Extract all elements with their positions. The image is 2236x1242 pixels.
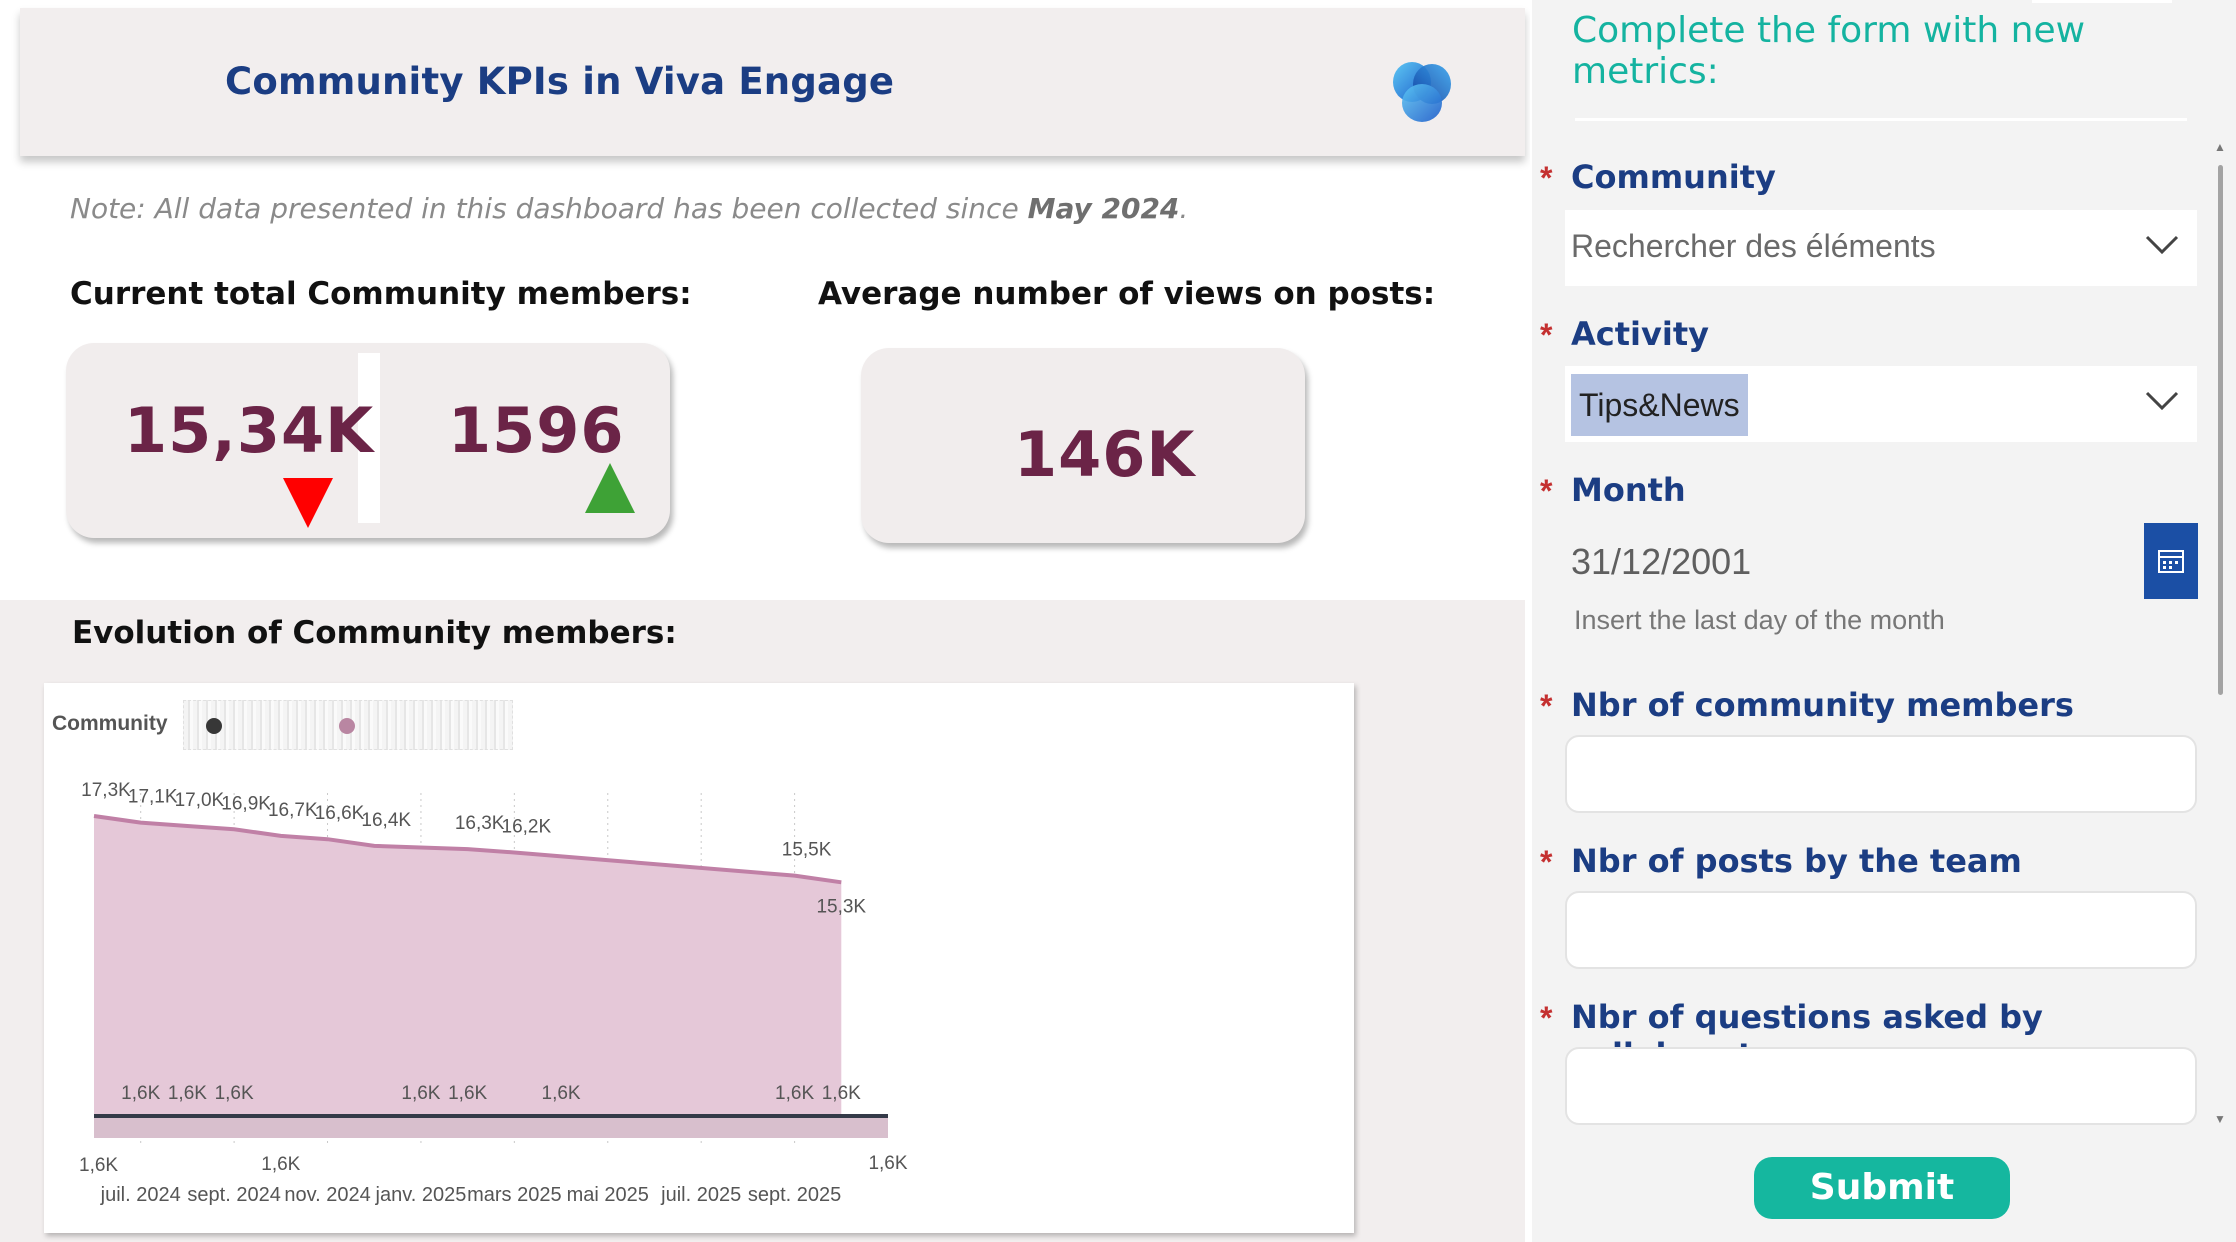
required-marker: * — [1540, 844, 1553, 880]
x-tick-label: nov. 2024 — [284, 1184, 370, 1206]
data-label: 15,3K — [816, 896, 866, 917]
members-new-value: 1596 — [448, 394, 625, 467]
panel-top-rule — [2032, 0, 2172, 3]
kpi-card-divider — [358, 353, 380, 523]
month-date-value[interactable]: 31/12/2001 — [1571, 541, 1752, 582]
data-label: 15,5K — [782, 840, 832, 861]
data-label: 1,6K — [121, 1083, 160, 1104]
members-area — [94, 816, 842, 1123]
month-hint: Insert the last day of the month — [1574, 605, 1945, 635]
data-label: 17,0K — [175, 790, 225, 811]
members-count-label: Nbr of community members — [1571, 686, 2074, 724]
evolution-heading: Evolution of Community members: — [72, 615, 677, 651]
data-label: 1,6K — [79, 1155, 118, 1176]
x-tick-label: sept. 2025 — [748, 1184, 841, 1206]
scroll-down-arrow[interactable]: ▼ — [2214, 1112, 2226, 1126]
data-label: 1,6K — [542, 1083, 581, 1104]
members-count-input[interactable] — [1565, 735, 2197, 813]
posts-count-input[interactable] — [1565, 891, 2197, 969]
views-kpi-card — [861, 348, 1305, 543]
questions-count-input[interactable] — [1565, 1047, 2197, 1125]
trend-down-icon — [283, 478, 333, 528]
community-dropdown[interactable]: Rechercher des éléments — [1565, 210, 2197, 286]
dashboard-header: Community KPIs in Viva Engage — [20, 8, 1525, 156]
activity-selected-chip[interactable]: Tips&News — [1571, 374, 1748, 436]
form-title-divider — [1575, 118, 2187, 121]
required-marker: * — [1540, 1000, 1553, 1036]
required-marker: * — [1540, 317, 1553, 353]
scroll-up-arrow[interactable]: ▲ — [2214, 140, 2226, 154]
scrollbar-thumb[interactable] — [2218, 165, 2223, 695]
data-label: 17,1K — [128, 787, 178, 808]
data-collection-note: Note: All data presented in this dashboa… — [70, 192, 1188, 225]
month-date-input[interactable]: 31/12/2001 — [1565, 523, 2145, 599]
data-label: 1,6K — [448, 1083, 487, 1104]
legend-dot-dark — [206, 718, 222, 734]
activity-label: Activity — [1571, 315, 1709, 353]
data-label: 1,6K — [168, 1083, 207, 1104]
required-marker: * — [1540, 160, 1553, 196]
chart-legend-title: Community — [52, 712, 168, 735]
chart-legend-redacted — [183, 700, 513, 750]
activity-dropdown[interactable]: Tips&News — [1565, 366, 2197, 442]
x-tick-label: janv. 2025 — [375, 1184, 467, 1206]
community-search-placeholder[interactable]: Rechercher des éléments — [1571, 228, 1936, 264]
views-kpi-heading: Average number of views on posts: — [818, 276, 1436, 312]
chevron-down-icon[interactable] — [2145, 390, 2179, 412]
month-label: Month — [1571, 471, 1686, 509]
x-tick-label: sept. 2024 — [187, 1184, 280, 1206]
data-label: 1,6K — [822, 1083, 861, 1104]
data-label: 16,7K — [268, 800, 318, 821]
note-date: May 2024 — [1027, 192, 1180, 225]
submit-button[interactable]: Submit — [1754, 1157, 2010, 1219]
x-tick-label: juil. 2024 — [100, 1184, 181, 1206]
community-label: Community — [1571, 158, 1776, 196]
data-label: 1,6K — [261, 1154, 300, 1175]
data-label: 1,6K — [401, 1083, 440, 1104]
data-label: 17,3K — [81, 780, 131, 801]
calendar-icon[interactable] — [2157, 548, 2185, 574]
viva-engage-logo-icon — [1393, 62, 1451, 122]
x-tick-label: mai 2025 — [567, 1184, 649, 1206]
data-label: 1,6K — [215, 1083, 254, 1104]
data-label: 1,6K — [775, 1083, 814, 1104]
required-marker: * — [1540, 688, 1553, 724]
x-tick-label: mars 2025 — [467, 1184, 562, 1206]
metrics-form-panel — [1530, 0, 2236, 1242]
trend-up-icon — [585, 463, 635, 513]
dashboard: Community KPIs in Viva Engage Note: All … — [0, 8, 1525, 1242]
required-marker: * — [1540, 473, 1553, 509]
note-prefix: Note: All data presented in this dashboa… — [70, 192, 1028, 225]
calendar-button[interactable] — [2144, 523, 2198, 599]
page-title: Community KPIs in Viva Engage — [225, 60, 895, 103]
note-suffix: . — [1179, 192, 1189, 225]
posts-count-label: Nbr of posts by the team — [1571, 842, 2022, 880]
views-value: 146K — [1014, 418, 1196, 491]
data-label: 16,2K — [502, 816, 552, 837]
panel-divider — [1530, 0, 1532, 1242]
legend-dot-pink — [339, 718, 355, 734]
base-area — [94, 1116, 888, 1138]
members-kpi-heading: Current total Community members: — [70, 276, 692, 312]
data-label: 16,3K — [455, 813, 505, 834]
chevron-down-icon[interactable] — [2145, 234, 2179, 256]
members-total-value: 15,34K — [124, 394, 375, 467]
x-tick-label: juil. 2025 — [660, 1184, 741, 1206]
data-label: 1,6K — [868, 1153, 907, 1174]
data-label: 16,6K — [315, 803, 365, 824]
data-label: 16,9K — [221, 793, 271, 814]
data-label: 16,4K — [361, 810, 411, 831]
members-line — [93, 814, 842, 885]
form-title: Complete the form with new metrics: — [1572, 10, 2086, 92]
